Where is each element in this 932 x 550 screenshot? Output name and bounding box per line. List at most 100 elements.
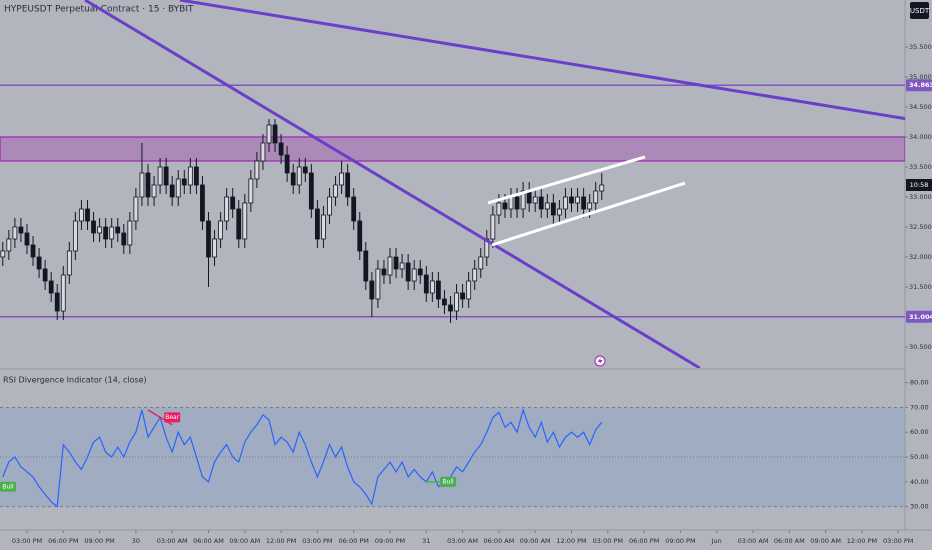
candle-body: [550, 202, 556, 216]
candle-body: [66, 250, 72, 276]
candle-body: [399, 262, 405, 270]
rsi-tick-label: 40.00: [910, 478, 929, 486]
rsi-tick-label: 30.00: [910, 503, 929, 511]
trendline: [487, 155, 646, 205]
candle: [109, 217, 115, 248]
candle: [538, 187, 544, 218]
candle-body: [448, 304, 453, 312]
candle-body: [333, 184, 338, 198]
trendline: [179, 0, 905, 121]
x-tick-label: 09:00 PM: [665, 537, 695, 545]
candle-body: [290, 172, 296, 186]
candle: [405, 253, 411, 290]
candle: [6, 229, 12, 260]
x-tick-label: 12:00 PM: [556, 537, 586, 545]
level-label-box: [906, 310, 932, 323]
candle: [272, 118, 278, 152]
candle: [575, 187, 580, 212]
x-tick-label: 03:00 PM: [12, 537, 42, 545]
candle-body: [151, 184, 157, 198]
rsi-tick-label: 70.00: [910, 403, 929, 411]
candle: [157, 157, 163, 194]
candle: [381, 259, 387, 284]
candle: [224, 187, 230, 230]
candle: [42, 259, 48, 290]
candle: [321, 205, 326, 248]
candle: [193, 157, 199, 194]
candle: [133, 187, 139, 230]
candle: [429, 271, 435, 302]
candle: [187, 157, 193, 194]
candle: [85, 199, 90, 230]
candle: [375, 259, 381, 308]
candle-body: [224, 196, 230, 222]
candle-body: [423, 274, 429, 294]
x-tick-label: 03:00 PM: [883, 537, 913, 545]
candle: [151, 175, 157, 206]
currency[interactable]: USDT: [910, 7, 930, 15]
candle-body: [133, 196, 139, 222]
y-tick-label: 35.500: [909, 43, 932, 51]
candle-body: [187, 166, 193, 186]
candle: [544, 193, 550, 218]
candle-body: [206, 220, 211, 258]
candle-body: [369, 280, 375, 300]
candle-body: [218, 220, 223, 240]
candle-body: [266, 124, 272, 144]
y-tick-label: 33.000: [909, 193, 932, 201]
candle-body: [314, 208, 320, 240]
candle: [266, 118, 272, 152]
candle-body: [200, 184, 205, 222]
candle: [72, 211, 78, 260]
candle-body: [345, 172, 351, 198]
candle: [212, 229, 217, 266]
trendline: [491, 181, 686, 247]
rsi-tick-label: 50.00: [910, 453, 929, 461]
candle-body: [538, 196, 544, 210]
candle-body: [139, 172, 145, 198]
countdown-box: [906, 178, 932, 191]
candle-body: [563, 196, 568, 210]
candle-body: [242, 202, 248, 240]
candle-body: [393, 256, 399, 270]
candle-body: [436, 280, 441, 300]
candle-body: [478, 256, 484, 270]
candle-body: [327, 196, 332, 216]
candle-body: [284, 154, 290, 174]
candle: [532, 187, 538, 212]
y-tick-label: 34.500: [909, 103, 932, 111]
candle: [230, 187, 236, 218]
candle-body: [254, 160, 260, 180]
candle-body: [575, 196, 580, 204]
candle: [30, 235, 36, 266]
candle-body: [181, 178, 187, 186]
candle: [460, 283, 466, 308]
candle-body: [490, 214, 496, 240]
countdown: 10:58: [910, 181, 929, 189]
zone: [0, 136, 905, 162]
candle-body: [260, 142, 266, 162]
candle: [327, 187, 332, 224]
x-tick-label: 06:00 AM: [774, 537, 805, 545]
rsi-title: RSI Divergence Indicator (14, close): [3, 376, 147, 385]
candle: [36, 247, 42, 278]
y-tick-label: 32.500: [909, 223, 932, 231]
candle-body: [169, 184, 175, 198]
candle-body: [145, 172, 151, 198]
candle: [0, 241, 6, 266]
y-tick-label: 31.500: [909, 283, 932, 291]
lightning-icon[interactable]: [594, 355, 606, 367]
candle: [24, 223, 30, 254]
x-tick-label: 03:00 AM: [157, 537, 188, 545]
candle: [127, 211, 133, 254]
candle: [411, 259, 417, 290]
currency-box: [910, 2, 929, 19]
x-tick-label: Jun: [711, 537, 722, 545]
candle: [181, 169, 187, 194]
candle-body: [230, 196, 236, 210]
candle: [242, 193, 248, 248]
signal-box: [0, 481, 16, 492]
signal-label: Bull: [442, 478, 454, 485]
candle-body: [593, 190, 599, 204]
